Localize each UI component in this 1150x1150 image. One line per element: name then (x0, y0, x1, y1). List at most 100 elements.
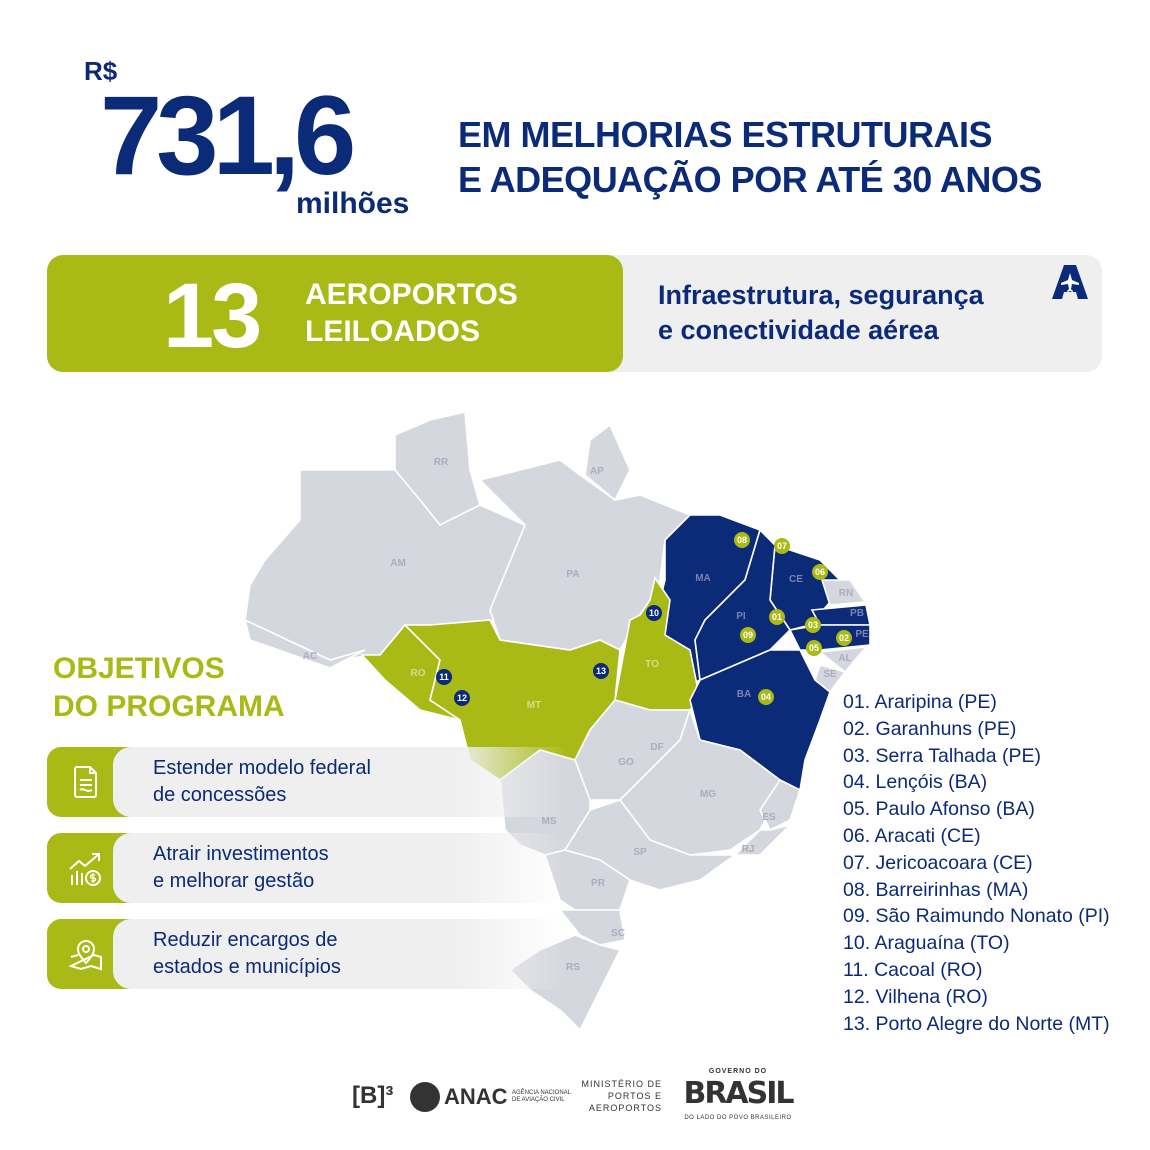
banner-label-line2: LEILOADOS (305, 315, 481, 348)
document-icon (74, 766, 97, 798)
marker-dot (454, 690, 470, 706)
gov-top: GOVERNO DO (708, 1068, 768, 1075)
marker-dot (774, 538, 790, 554)
airport-marker-06[interactable]: 06 (812, 564, 828, 580)
currency-label: R$ (84, 56, 118, 86)
marker-dot (806, 640, 822, 656)
objectives-title-line2: DO PROGRAMA (53, 690, 285, 723)
marker-label: 12 (457, 693, 467, 703)
headline-line2: E ADEQUAÇÃO POR ATÉ 30 ANOS (458, 159, 1042, 200)
state-label-pr: PR (591, 878, 606, 889)
map-pin-icon (68, 940, 102, 971)
amount-unit: milhões (296, 187, 410, 220)
state-label-pe: PE (855, 629, 869, 640)
airport-marker-11[interactable]: 11 (436, 669, 452, 685)
footer-logos: [B]³ ANAC AGÊNCIA NACIONAL DE AVIAÇÃO CI… (350, 1068, 810, 1128)
marker-label: 02 (839, 633, 849, 643)
banner-label-line1: AEROPORTOS (305, 278, 518, 311)
airport-list-item: 07. Jericoacoara (CE) (843, 851, 1033, 874)
marker-dot (758, 689, 774, 705)
marker-dot (769, 609, 785, 625)
objective-item: Estender modelo federal de concessões (47, 747, 567, 817)
marker-label: 13 (596, 666, 606, 676)
airport-list-item: 03. Serra Talhada (PE) (843, 744, 1041, 767)
marker-label: 11 (439, 672, 449, 682)
marker-label: 03 (808, 620, 818, 630)
gov-brasil-logo: BRASIL (683, 1076, 794, 1111)
airport-marker-02[interactable]: 02 (836, 630, 852, 646)
state-label-ce: CE (789, 574, 803, 585)
state-sp (563, 799, 738, 891)
airport-marker-09[interactable]: 09 (740, 627, 756, 643)
airport-list-item: 01. Araripina (PE) (843, 691, 997, 713)
marker-dot (805, 617, 821, 633)
objective-line2: de concessões (153, 784, 287, 806)
ministry-logo: MINISTÉRIO DE PORTOS E AEROPORTOS (581, 1079, 662, 1113)
state-label-mg: MG (700, 789, 716, 800)
state-rn (820, 579, 867, 606)
state-rj (733, 823, 793, 856)
airport-list-item: 11. Cacoal (RO) (843, 958, 983, 981)
airport-list-item: 06. Aracati (CE) (843, 824, 981, 847)
airport-list-item: 04. Lençóis (BA) (843, 771, 988, 794)
airport-marker-10[interactable]: 10 (646, 605, 662, 621)
airport-list-item: 10. Araguaína (TO) (843, 932, 1010, 955)
state-label-ba: BA (737, 689, 751, 700)
airport-list-item: 08. Barreirinhas (MA) (843, 878, 1029, 901)
state-label-ma: MA (695, 573, 711, 584)
marker-label: 04 (761, 692, 771, 702)
marker-label: 01 (772, 612, 782, 622)
state-label-rn: RN (839, 588, 853, 599)
airport-list-item: 09. São Raimundo Nonato (PI) (843, 905, 1110, 928)
gov-slogan: DO LADO DO POVO BRASILEIRO (684, 1115, 792, 1121)
airport-list-item: 13. Porto Alegre do Norte (MT) (843, 1012, 1110, 1035)
airport-marker-04[interactable]: 04 (758, 689, 774, 705)
headline-line1: EM MELHORIAS ESTRUTURAIS (458, 114, 993, 155)
state-sc (558, 909, 626, 946)
state-label-pa: PA (566, 569, 579, 580)
state-label-to: TO (645, 659, 659, 670)
state-label-df: DF (650, 742, 663, 753)
state-label-se: SE (823, 669, 837, 680)
marker-label: 10 (649, 608, 659, 618)
marker-label: 07 (777, 541, 787, 551)
state-label-sc: SC (611, 928, 625, 939)
marker-dot (436, 669, 452, 685)
airport-marker-08[interactable]: 08 (734, 532, 750, 548)
airport-marker-01[interactable]: 01 (769, 609, 785, 625)
airport-marker-12[interactable]: 12 (454, 690, 470, 706)
state-label-al: AL (838, 653, 851, 664)
marker-dot (740, 627, 756, 643)
airport-list-item: 12. Vilhena (RO) (843, 985, 988, 1008)
airport-marker-05[interactable]: 05 (806, 640, 822, 656)
b3-logo-text: [B]³ (352, 1082, 394, 1109)
objective-line2: e melhorar gestão (153, 870, 315, 892)
objective-item: Reduzir encargos de estados e municípios (47, 919, 567, 989)
state-label-rs: RS (566, 962, 580, 973)
airport-list-item: 05. Paulo Afonso (BA) (843, 798, 1035, 821)
banner-text-line2: e conectividade aérea (658, 315, 939, 345)
state-label-go: GO (618, 757, 634, 768)
chart-growth-money-icon (69, 853, 101, 886)
state-es (759, 778, 801, 832)
airport-marker-07[interactable]: 07 (774, 538, 790, 554)
airport-list-item: 02. Garanhuns (PE) (843, 717, 1017, 740)
airplane-a-logo-icon (1052, 265, 1088, 299)
state-label-sp: SP (633, 847, 647, 858)
marker-label: 05 (809, 643, 819, 653)
objective-line1: Reduzir encargos de (153, 929, 338, 951)
state-label-ms: MS (542, 816, 557, 827)
objective-line1: Atrair investimentos (153, 843, 329, 865)
airport-marker-03[interactable]: 03 (805, 617, 821, 633)
airport-marker-13[interactable]: 13 (593, 663, 609, 679)
marker-label: 09 (743, 630, 753, 640)
banner-text-line1: Infraestrutura, segurança (658, 280, 984, 310)
marker-dot (734, 532, 750, 548)
airport-list: 01. Araripina (PE) 02. Garanhuns (PE) 03. … (843, 689, 1110, 1037)
anac-globe-icon (410, 1082, 440, 1112)
state-label-ap: AP (590, 466, 604, 477)
state-label-pi: PI (736, 611, 746, 622)
state-label-rj: RJ (742, 844, 755, 855)
airport-count: 13 (163, 265, 262, 367)
objective-item: Atrair investimentos e melhorar gestão (47, 833, 567, 903)
